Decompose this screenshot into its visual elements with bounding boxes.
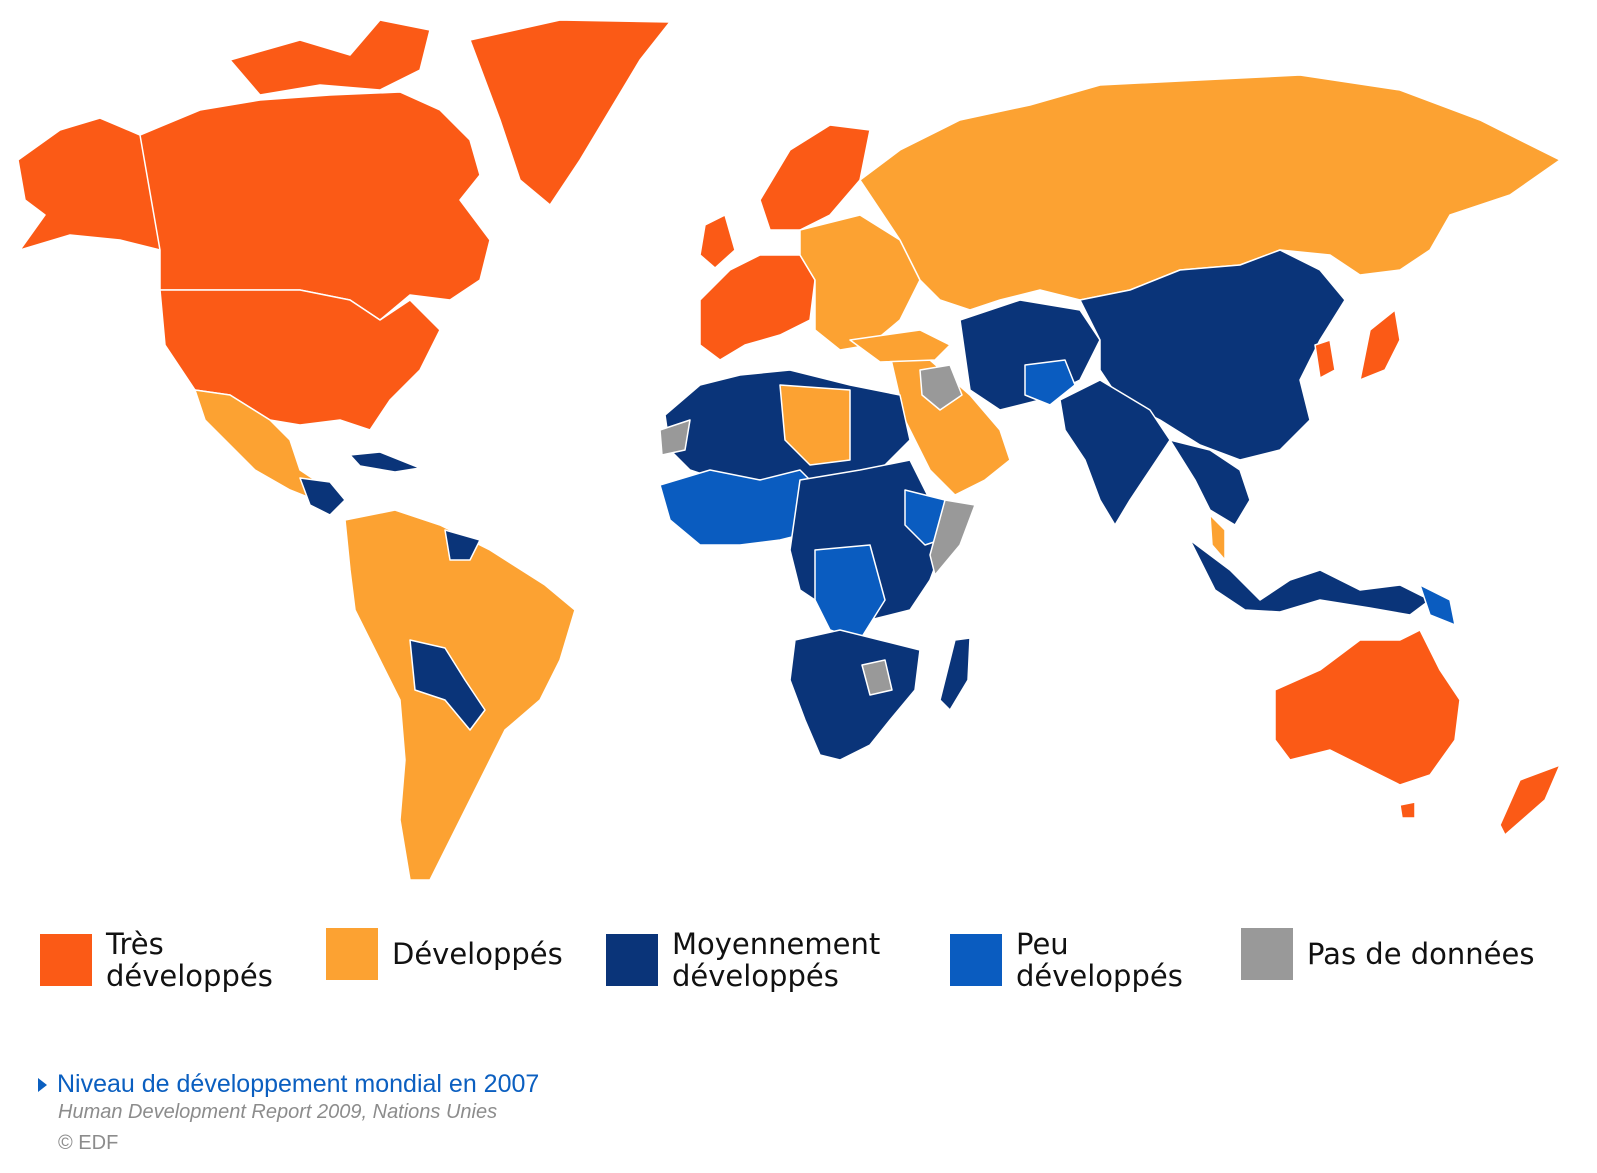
legend-label: Peu développés (1016, 927, 1183, 993)
region-indonesia (1189, 539, 1431, 616)
caption-copyright: © EDF (58, 1132, 119, 1154)
region-guyanas (444, 529, 481, 561)
legend-swatch (950, 934, 1002, 986)
region-greenland (469, 19, 671, 206)
caret-right-icon (38, 1077, 47, 1092)
region-bolivia-paraguay (409, 639, 486, 731)
region-western-sahara (659, 419, 691, 456)
region-caribbean (349, 451, 421, 473)
region-iraq-grey (919, 364, 963, 411)
region-western-europe (699, 254, 816, 361)
region-canada (139, 91, 491, 321)
region-madagascar (939, 637, 971, 711)
caption-source: Human Development Report 2009, Nations U… (58, 1101, 498, 1123)
region-papua (1419, 584, 1456, 626)
legend-item-moyennement-developpes: Moyennement développés (606, 928, 880, 992)
legend-swatch (606, 934, 658, 986)
region-turkey (849, 329, 951, 363)
region-southeast-asia (1169, 439, 1251, 526)
legend: Très développés Développés Moyennement d… (0, 928, 1597, 1018)
caption-title-row: Niveau de développement mondial en 2007 (38, 1070, 539, 1099)
legend-label: Développés (392, 937, 563, 971)
legend-swatch (1241, 928, 1293, 980)
legend-item-pas-de-donnees: Pas de données (1241, 928, 1534, 980)
region-afghanistan (1024, 359, 1076, 406)
legend-swatch (326, 928, 378, 980)
region-congo (814, 544, 886, 641)
legend-label: Moyennement développés (672, 927, 881, 993)
caption: Niveau de développement mondial en 2007 … (38, 1070, 539, 1155)
region-southern-africa (789, 629, 921, 761)
world-map (17, 19, 1561, 881)
region-malaysia (1209, 514, 1226, 561)
legend-swatch (40, 934, 92, 986)
region-zimbabwe (861, 659, 893, 696)
region-japan (1359, 309, 1401, 381)
region-somalia (929, 499, 976, 576)
region-new-zealand (1499, 764, 1561, 836)
region-tasmania (1399, 801, 1416, 819)
region-central-america (299, 477, 346, 516)
region-australia (1274, 629, 1461, 786)
region-canada-islands (229, 19, 431, 96)
legend-item-peu-developpes: Peu développés (950, 928, 1183, 992)
legend-item-developpes: Développés (326, 928, 563, 980)
region-india (1059, 379, 1171, 526)
region-uk (699, 214, 736, 269)
region-alaska (17, 117, 161, 251)
region-scandinavia (759, 124, 871, 231)
region-russia (859, 74, 1561, 311)
caption-title: Niveau de développement mondial en 2007 (57, 1070, 540, 1098)
region-korea (1314, 339, 1336, 379)
legend-item-tres-developpes: Très développés (40, 928, 273, 992)
legend-label: Très développés (106, 927, 273, 993)
region-libya (779, 384, 851, 466)
legend-label: Pas de données (1307, 937, 1535, 971)
